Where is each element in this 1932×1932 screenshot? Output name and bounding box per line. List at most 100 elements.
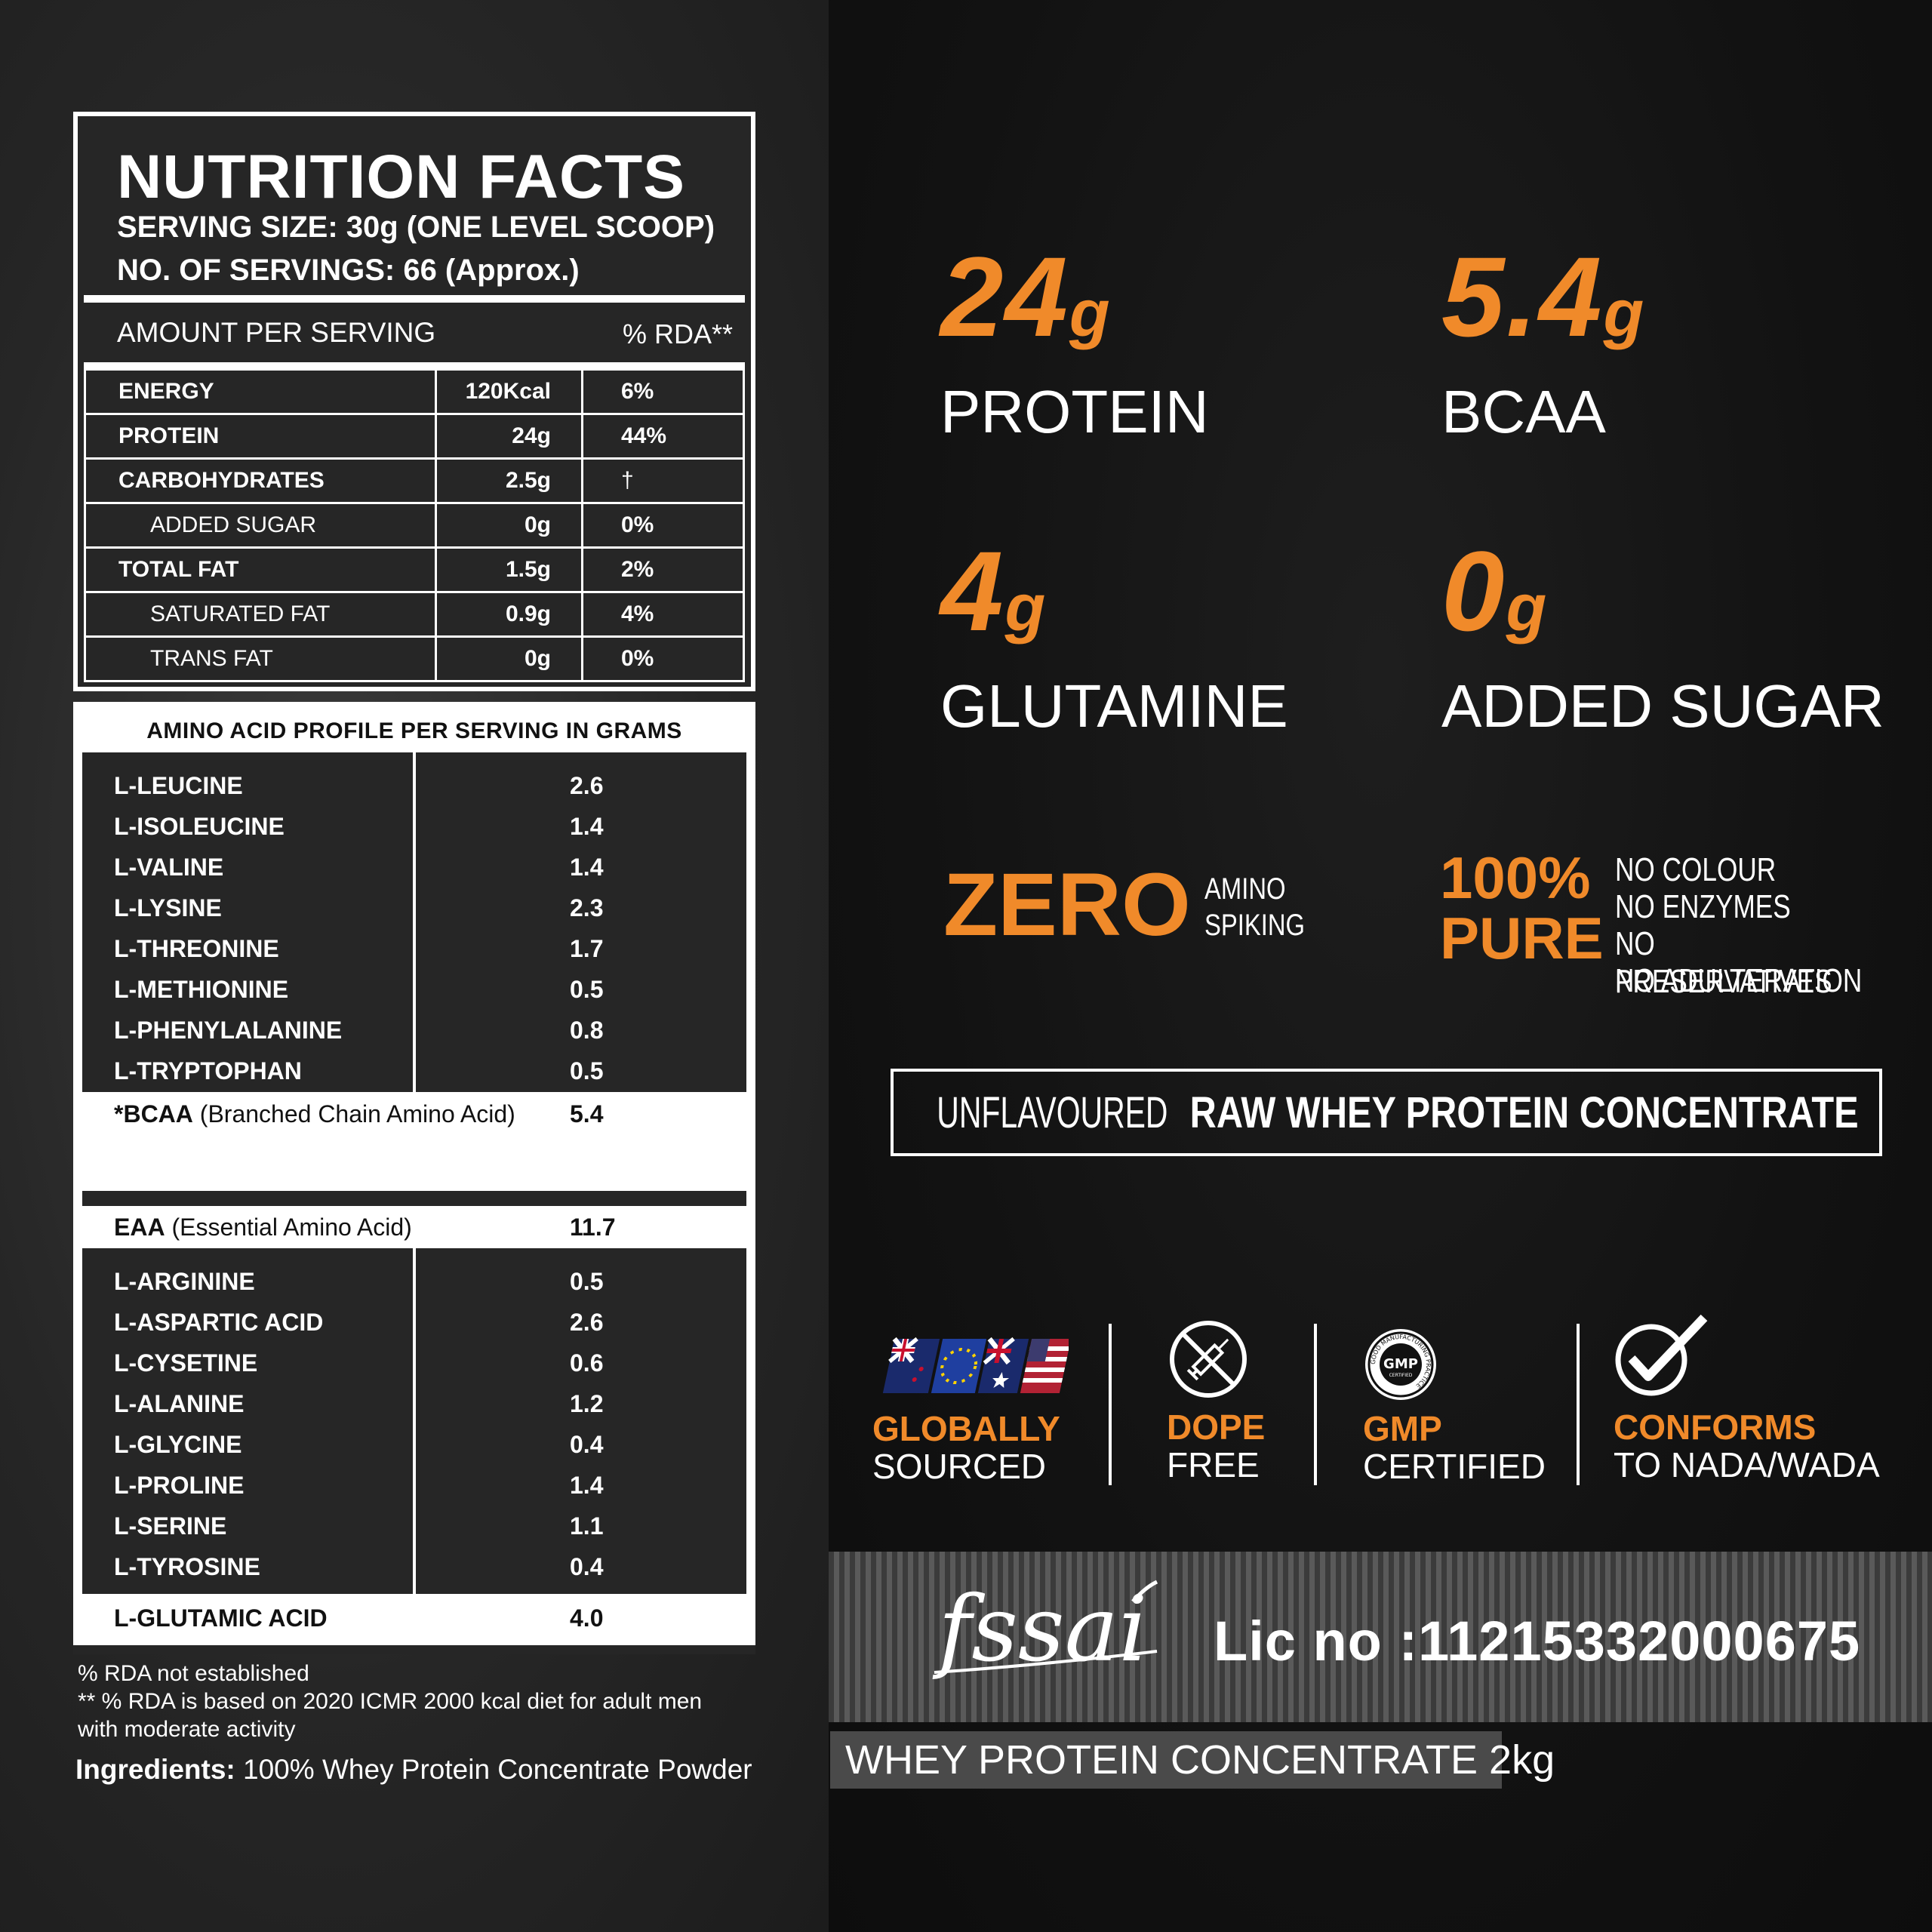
amino-name: L-THREONINE (114, 935, 279, 962)
amino-value: 0.4 (570, 1553, 604, 1580)
amino-name: L-ARGININE (114, 1268, 255, 1295)
amino-name: L-GLYCINE (114, 1431, 242, 1458)
zero-claim-word: ZERO (943, 855, 1191, 955)
stat-value: 4 (940, 528, 1005, 654)
badge-divider (1577, 1324, 1580, 1485)
amount-per-serving-label: AMOUNT PER SERVING (117, 317, 436, 348)
table-row: TOTAL FAT 1.5g 2% (84, 546, 745, 593)
nutrient-name: SATURATED FAT (84, 591, 437, 638)
amino-name: L-SERINE (114, 1512, 227, 1540)
stat-bcaa: 5.4g BCAA (1441, 240, 1644, 442)
rda-label: % RDA** (623, 318, 734, 349)
servings-count: NO. OF SERVINGS: 66 (Approx.) (117, 254, 580, 287)
nutrient-rda: 44% (581, 413, 745, 460)
table-row: TRANS FAT 0g 0% (84, 635, 745, 682)
amino-value: 0.5 (570, 1098, 604, 1125)
badge-line2: SOURCED (872, 1447, 1047, 1486)
bcaa-full-name: (Branched Chain Amino Acid) (192, 1100, 515, 1128)
nutrition-table: ENERGY 120Kcal 6% PROTEIN 24g 44% CARBOH… (84, 368, 745, 682)
nutrition-facts-box: NUTRITION FACTS SERVING SIZE: 30g (ONE L… (73, 112, 755, 691)
badge-divider (1109, 1324, 1112, 1485)
table-divider (84, 362, 745, 368)
stat-value: 0 (1441, 528, 1506, 654)
eaa-value: 11.7 (570, 1214, 616, 1241)
nutrient-rda: 4% (581, 591, 745, 638)
fssai-logo-icon: fssai (932, 1577, 1158, 1682)
nutrient-name: ADDED SUGAR (84, 502, 437, 549)
list-item: L-METHIONINE 0.5 (82, 970, 746, 1011)
pure-claim-item: NO ENZYMES (1615, 888, 1791, 925)
amino-acid-profile-title: AMINO ACID PROFILE PER SERVING IN GRAMS (146, 718, 682, 743)
product-type-bold: RAW WHEY PROTEIN CONCENTRATE (1189, 1088, 1859, 1137)
amino-value: 1.7 (570, 935, 604, 962)
amino-value: 1.4 (570, 854, 604, 881)
pure-claim-word: PURE (1440, 905, 1604, 971)
stat-unit: g (1506, 570, 1547, 645)
list-item: L-LEUCINE 2.6 (82, 766, 746, 807)
stat-label: PROTEIN (940, 378, 1209, 445)
amino-value: 0.6 (570, 1349, 604, 1377)
amino-name: L-GLUTAMIC ACID (114, 1604, 328, 1632)
stat-value: 5.4 (1441, 233, 1604, 360)
badge-line1: GMP (1363, 1409, 1442, 1448)
amino-name: L-METHIONINE (114, 976, 289, 1003)
nutrient-amount: 0g (435, 502, 583, 549)
eaa-full-name: (Essential Amino Acid) (165, 1214, 412, 1241)
stat-label: ADDED SUGAR (1441, 672, 1884, 740)
amino-name: L-TYROSINE (114, 1553, 260, 1580)
badge-line2: FREE (1167, 1445, 1260, 1484)
fssai-license-band (829, 1552, 1932, 1722)
header-divider (84, 295, 745, 303)
nutrient-rda: 2% (581, 546, 745, 593)
nutrient-name: PROTEIN (84, 413, 437, 460)
stat-label: BCAA (1441, 378, 1606, 445)
badge-divider (1314, 1324, 1317, 1485)
nutrient-amount: 2.5g (435, 457, 583, 504)
amino-name: L-PROLINE (114, 1472, 245, 1499)
list-item: L-ISOLEUCINE 1.4 (82, 807, 746, 848)
ingredients: Ingredients: 100% Whey Protein Concentra… (75, 1754, 752, 1786)
product-name-label: WHEY PROTEIN CONCENTRATE 2kg (830, 1731, 1555, 1789)
amino-value: 2.6 (570, 772, 604, 799)
bcaa-label: *BCAA (Branched Chain Amino Acid) (114, 1100, 515, 1128)
stat-unit: g (1069, 275, 1110, 350)
section-band (82, 1191, 746, 1206)
badge-line2: CERTIFIED (1363, 1447, 1546, 1486)
eaa-total-row: EAA (Essential Amino Acid) 11.7 (82, 1208, 746, 1248)
stat-unit: g (1004, 570, 1046, 645)
list-item: L-ARGININE 0.5 (82, 1262, 746, 1303)
amino-value: 0.5 (570, 1268, 604, 1295)
amino-value: 0.5 (570, 976, 604, 1003)
bcaa-total-row: *BCAA (Branched Chain Amino Acid) 5.4 (82, 1094, 746, 1135)
flags-icon (882, 1337, 1069, 1393)
amino-value: 0.4 (570, 1431, 604, 1458)
amino-name: L-LYSINE (114, 894, 222, 921)
pure-claim-item: NO COLOUR (1615, 851, 1777, 888)
nutrient-name: TRANS FAT (84, 635, 437, 682)
pure-claim-percent: 100% (1440, 844, 1591, 911)
amino-value: 0.5 (570, 1057, 604, 1084)
fssai-license-number: Lic no :11215332000675 (1214, 1610, 1861, 1672)
nutrient-amount: 24g (435, 413, 583, 460)
nutrient-name: CARBOHYDRATES (84, 457, 437, 504)
amino-name: L-TRYPTOPHAN (114, 1057, 302, 1084)
amino-value: 1.1 (570, 1512, 604, 1540)
amino-name: L-LEUCINE (114, 772, 243, 799)
amino-value: 2.3 (570, 894, 604, 921)
nutrient-amount: 0.9g (435, 591, 583, 638)
gmp-seal-center-text: GMP (1383, 1356, 1418, 1372)
list-item: L-ASPARTIC ACID 2.6 (82, 1303, 746, 1343)
table-row: ENERGY 120Kcal 6% (84, 368, 745, 415)
amino-value: 2.6 (570, 1309, 604, 1336)
list-item: L-ALANINE 1.2 (82, 1384, 746, 1425)
amino-value: 0.8 (570, 1017, 604, 1044)
table-row: PROTEIN 24g 44% (84, 413, 745, 460)
zero-claim-line: AMINO (1204, 872, 1286, 906)
pure-claim-item: NO ADULTERATION (1615, 962, 1863, 999)
list-item: L-GLYCINE 0.4 (82, 1425, 746, 1466)
amino-name: L-VALINE (114, 854, 224, 881)
list-item: L-CYSETINE 0.6 (82, 1343, 746, 1384)
footnote: % RDA not established (78, 1661, 309, 1686)
footnote: with moderate activity (78, 1717, 296, 1742)
stat-added-sugar: 0g ADDED SUGAR (1441, 534, 1884, 737)
